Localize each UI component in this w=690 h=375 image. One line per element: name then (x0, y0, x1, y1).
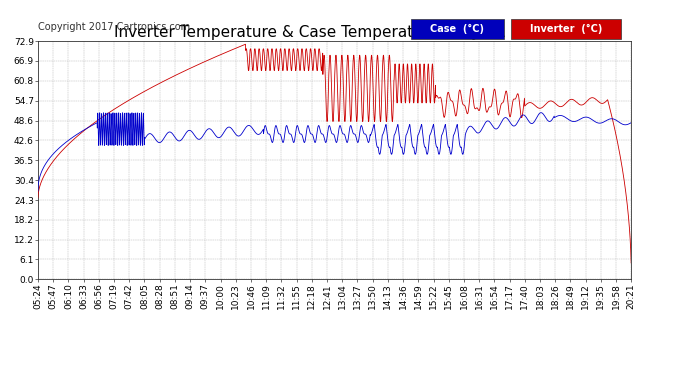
Text: Case  (°C): Case (°C) (431, 24, 484, 34)
Text: Inverter  (°C): Inverter (°C) (530, 24, 602, 34)
Text: Copyright 2017 Cartronics.com: Copyright 2017 Cartronics.com (38, 22, 190, 32)
Title: Inverter Temperature & Case Temperature Sat Jul 1 20:36: Inverter Temperature & Case Temperature … (115, 25, 555, 40)
